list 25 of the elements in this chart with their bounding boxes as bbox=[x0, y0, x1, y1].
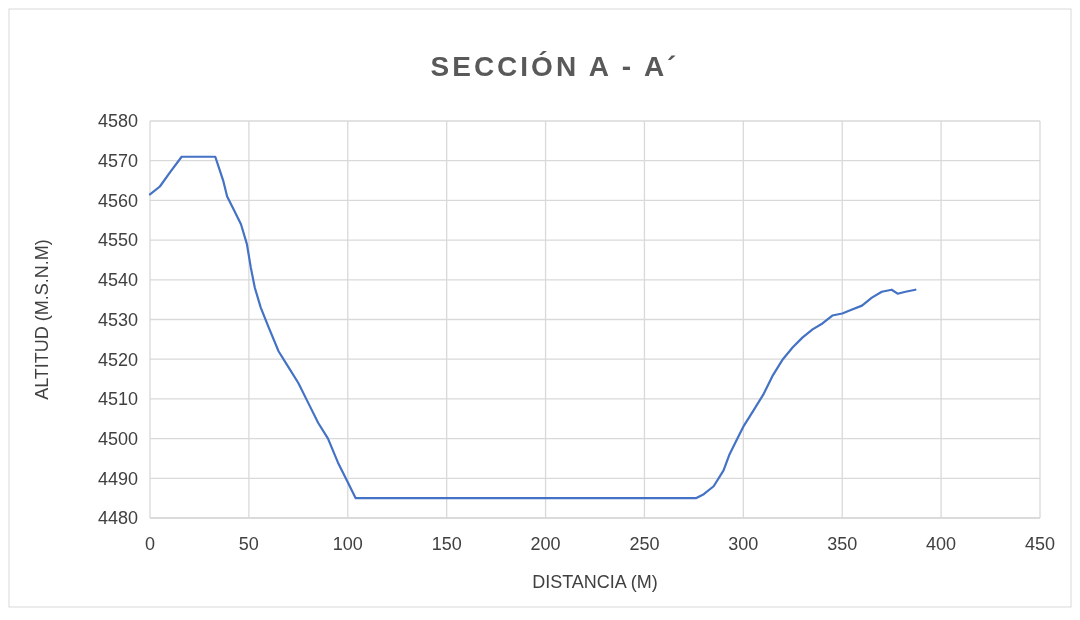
x-tick-label: 200 bbox=[530, 534, 561, 554]
y-tick-label: 4570 bbox=[97, 151, 138, 171]
y-axis-title: ALTITUD (M.S.N.M) bbox=[32, 239, 52, 400]
y-tick-label: 4490 bbox=[97, 468, 138, 489]
x-tick-label: 350 bbox=[827, 534, 858, 554]
x-axis-title: DISTANCIA (M) bbox=[532, 572, 658, 592]
y-tick-label: 4480 bbox=[97, 508, 138, 529]
y-tick-label: 4560 bbox=[97, 190, 138, 211]
y-tick-label: 4540 bbox=[97, 270, 138, 291]
x-tick-label: 50 bbox=[238, 534, 259, 554]
x-tick-label: 300 bbox=[728, 534, 759, 554]
x-tick-label: 150 bbox=[431, 534, 462, 554]
y-tick-label: 4500 bbox=[97, 428, 138, 449]
y-tick-label: 4580 bbox=[97, 111, 138, 132]
y-tick-label: 4530 bbox=[97, 309, 138, 330]
x-tick-label: 450 bbox=[1024, 534, 1056, 554]
x-tick-label: 400 bbox=[926, 534, 957, 554]
y-tick-label: 4550 bbox=[97, 230, 138, 251]
x-tick-label: 100 bbox=[332, 534, 363, 554]
line-series bbox=[148, 155, 917, 500]
x-tick-label: 0 bbox=[144, 534, 156, 554]
y-tick-label: 4520 bbox=[97, 349, 138, 370]
chart-title: SECCIÓN A - A´ bbox=[430, 51, 680, 82]
x-tick-label: 250 bbox=[629, 534, 660, 554]
y-tick-label: 4510 bbox=[97, 389, 138, 410]
